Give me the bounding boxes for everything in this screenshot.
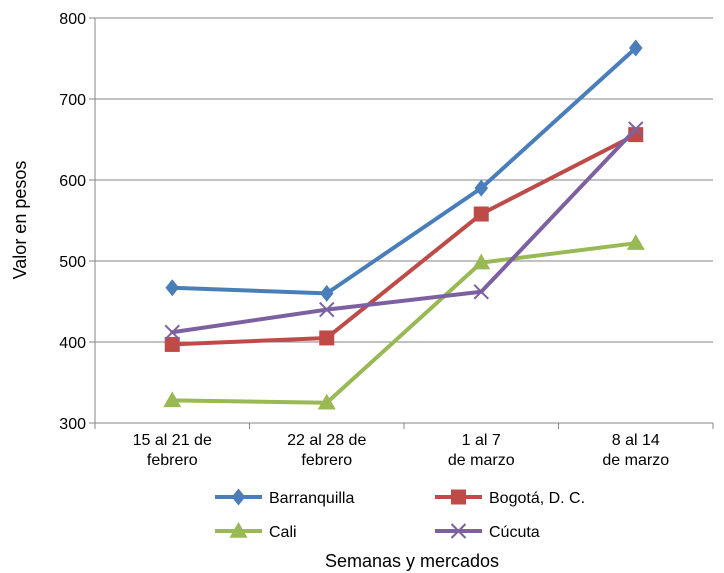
legend-label: Cali: [269, 524, 297, 541]
data-point: [319, 330, 335, 346]
data-point: [628, 39, 643, 57]
y-tick-label: 300: [59, 416, 86, 433]
x-tick-label: 22 al 28 de: [287, 432, 366, 449]
legend-marker: [451, 489, 466, 505]
data-point: [163, 391, 182, 408]
series-line: [170, 126, 638, 335]
legend-label: Barranquilla: [269, 490, 354, 507]
x-marker-stroke: [450, 523, 467, 539]
series-line: [170, 132, 638, 347]
y-tick-label: 700: [59, 92, 86, 109]
x-tick-labels: 15 al 21 de febrero 22 al 28 de febrero 1 al…: [133, 432, 670, 469]
legend-label: Bogotá, D. C.: [489, 490, 585, 507]
x-marker-stroke: [628, 121, 644, 137]
y-tick-label: 400: [59, 335, 86, 352]
x-tick-label: 1 al 7: [462, 432, 501, 449]
legend: Barranquilla Bogotá, D. C. Cali Cúcuta: [215, 488, 585, 541]
data-point: [319, 301, 335, 318]
legend-marker: [229, 522, 248, 538]
data-point: [319, 284, 334, 302]
data-point: [164, 336, 180, 352]
x-tick-label: de marzo: [448, 452, 515, 469]
series-line: [170, 45, 638, 296]
x-tick-label: febrero: [147, 452, 198, 469]
series-group: [163, 39, 645, 410]
x-tick-label: 15 al 21 de: [133, 432, 212, 449]
y-tick-label: 600: [59, 173, 86, 190]
x-axis-title: Semanas y mercados: [325, 551, 499, 571]
y-tick-label: 800: [59, 11, 86, 28]
data-point: [473, 206, 489, 222]
data-point: [472, 253, 491, 270]
data-point: [165, 279, 180, 297]
axes: [89, 17, 714, 429]
x-tick-label: 8 al 14: [612, 432, 660, 449]
series-line: [170, 241, 638, 405]
series-bogota-d-c: [164, 127, 644, 352]
series-cucuta: [164, 121, 644, 340]
x-marker-stroke: [164, 324, 180, 340]
gridlines: [95, 17, 713, 424]
legend-label: Cúcuta: [489, 524, 540, 541]
data-point: [626, 234, 645, 250]
data-point: [164, 324, 180, 340]
series-cali: [163, 234, 645, 410]
x-tick-label: de marzo: [602, 452, 669, 469]
y-tick-labels: 300 400 500 600 700 800: [59, 11, 86, 433]
data-point: [317, 393, 336, 410]
series-barranquilla: [165, 39, 643, 302]
data-point: [473, 284, 489, 300]
y-axis-title: Valor en pesos: [10, 161, 30, 280]
x-marker-stroke: [473, 284, 489, 300]
legend-item: Barranquilla: [215, 488, 354, 507]
legend-item: Cúcuta: [435, 523, 540, 541]
legend-marker: [231, 488, 246, 506]
data-point: [628, 121, 644, 137]
legend-item: Cali: [215, 522, 297, 541]
legend-item: Bogotá, D. C.: [435, 489, 585, 507]
y-tick-label: 500: [59, 254, 86, 271]
data-point: [474, 179, 489, 197]
legend-marker: [450, 523, 467, 539]
x-tick-label: febrero: [301, 452, 352, 469]
x-marker-stroke: [319, 301, 335, 318]
